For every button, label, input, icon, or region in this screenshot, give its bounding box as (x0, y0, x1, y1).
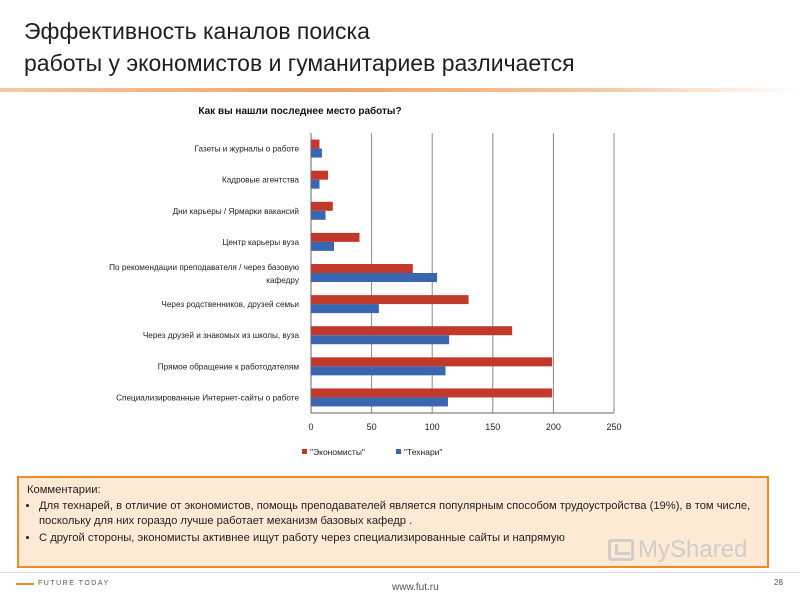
bar-chart: Как вы нашли последнее место работы? 0 50 1… (109, 105, 621, 457)
x-tick-label: 100 (425, 422, 440, 432)
category-label: Прямое обращение к работодателям (158, 362, 300, 371)
category-label: По рекомендации преподавателя / через ба… (109, 263, 299, 272)
watermark-text: MyShared (638, 536, 748, 563)
bar (311, 232, 360, 242)
category-label: Кадровые агентства (222, 176, 299, 185)
footer-divider (0, 572, 800, 573)
x-tick-label: 150 (485, 422, 500, 432)
category-label: Через друзей и знакомых из школы, вуза (143, 331, 300, 340)
bar (311, 139, 320, 149)
logo-mark-icon (16, 582, 34, 585)
slide-title-line-2: работы у экономистов и гуманитариев разл… (24, 50, 575, 76)
legend-swatch (302, 449, 307, 454)
logo-text: FUTURE TODAY (38, 580, 110, 587)
bar (311, 366, 446, 376)
bar (311, 273, 438, 282)
bar (311, 148, 322, 158)
footer-url: www.fut.ru (392, 582, 439, 593)
legend-label: "Технари" (404, 447, 442, 457)
x-tick-label: 50 (367, 422, 377, 432)
bar (311, 357, 553, 367)
comments-list: Для технарей, в отличие от экономистов, … (27, 499, 759, 546)
bar (311, 326, 513, 336)
bar (311, 388, 553, 398)
bar (311, 210, 326, 220)
category-label: Центр карьеры вуза (222, 238, 299, 247)
comment-item: С другой стороны, экономисты активнее ищ… (39, 531, 759, 546)
comments-box: Комментарии: Для технарей, в отличие от … (17, 476, 769, 568)
slide-title-line-1: Эффективность каналов поиска (24, 18, 370, 44)
category-label: Дни карьеры / Ярмарки вакансий (173, 207, 299, 216)
bar (311, 241, 335, 251)
chart-title: Как вы нашли последнее место работы? (198, 105, 401, 117)
watermark: MyShared (608, 536, 747, 564)
title-divider (0, 88, 800, 92)
bar (311, 179, 320, 189)
bar (311, 170, 328, 180)
comments-title: Комментарии: (27, 484, 101, 496)
bar (311, 295, 469, 305)
category-label: Через родственников, друзей семьи (161, 300, 299, 309)
page-number: 28 (774, 578, 783, 587)
watermark-chart-icon (608, 539, 634, 561)
category-label: кафедру (266, 276, 300, 285)
bar (311, 304, 379, 314)
x-tick-label: 200 (546, 422, 561, 432)
x-tick-label: 0 (308, 422, 313, 432)
bar (311, 264, 413, 273)
company-logo: FUTURE TODAY (16, 580, 110, 587)
comment-item: Для технарей, в отличие от экономистов, … (39, 499, 759, 529)
bar (311, 201, 333, 211)
legend-label: "Экономисты" (310, 447, 365, 457)
x-tick-label: 250 (606, 422, 621, 432)
bar (311, 335, 450, 345)
category-label: Специализированные Интернет-сайты о рабо… (116, 393, 299, 402)
category-label: Газеты и журналы о работе (195, 145, 300, 154)
bar (311, 397, 448, 407)
legend-swatch (396, 449, 401, 454)
